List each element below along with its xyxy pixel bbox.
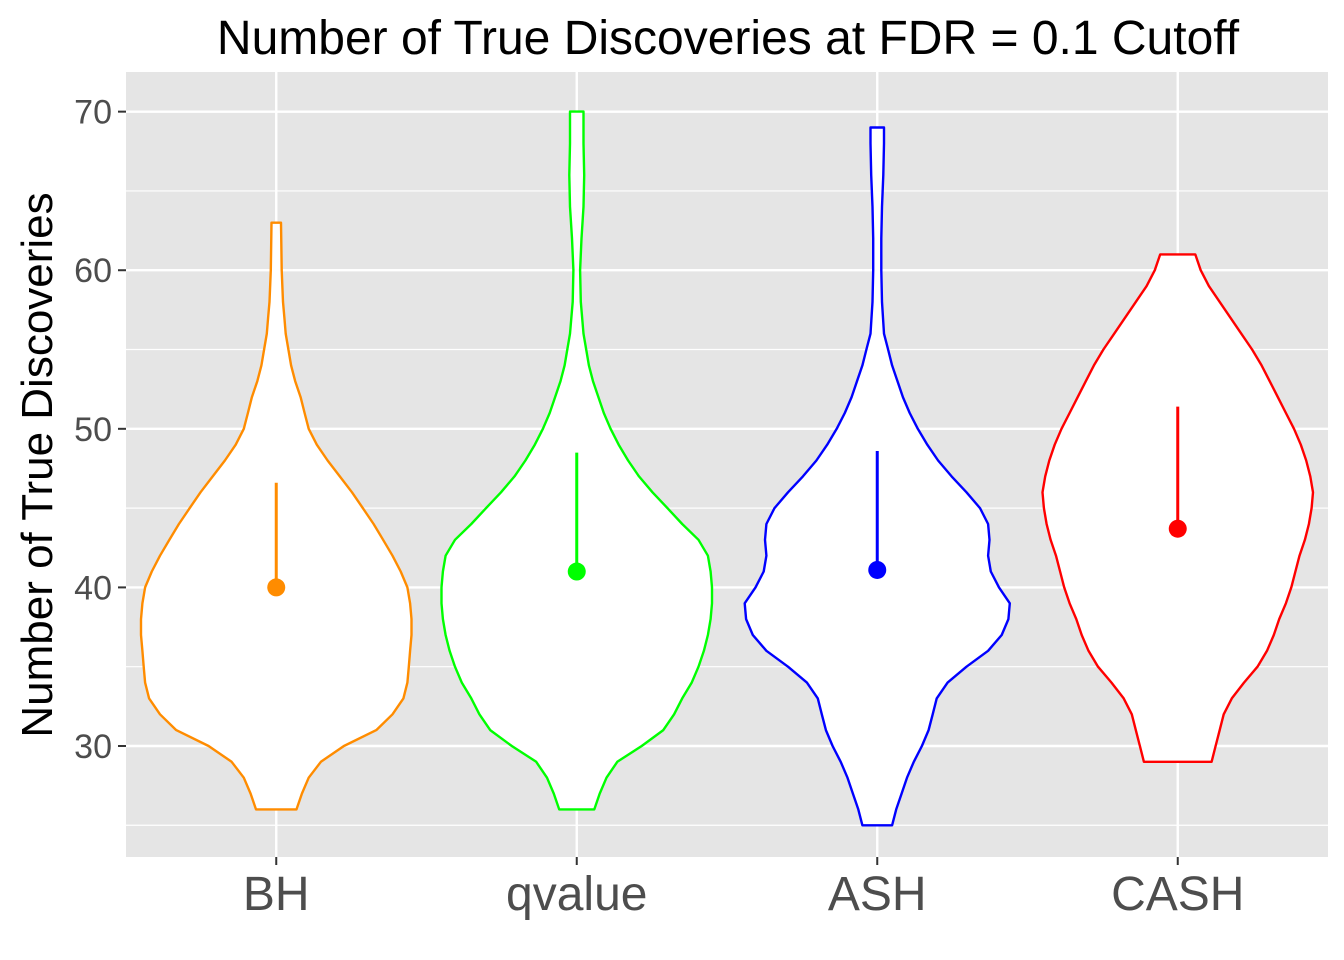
chart-title: Number of True Discoveries at FDR = 0.1 … (217, 12, 1240, 65)
summary-point-bh (267, 578, 286, 597)
x-tick-label: CASH (1111, 868, 1244, 921)
summary-point-ash (868, 560, 887, 579)
violins (139, 110, 1315, 827)
y-tick-label: 30 (74, 728, 112, 766)
y-tick-label: 40 (74, 569, 112, 607)
y-tick-label: 70 (74, 94, 112, 132)
x-axis-ticks: BH qvalue ASH CASH (243, 857, 1244, 921)
x-tick-label: ASH (828, 868, 927, 921)
summary-point-qvalue (567, 562, 586, 581)
y-axis-label: Number of True Discoveries (13, 192, 62, 737)
y-tick-label: 60 (74, 252, 112, 290)
summary-point-cash (1168, 519, 1187, 538)
x-tick-label: qvalue (506, 868, 647, 921)
y-tick-label: 50 (74, 411, 112, 449)
x-tick-label: BH (243, 868, 310, 921)
y-axis-ticks: 30 40 50 60 70 (74, 94, 126, 766)
